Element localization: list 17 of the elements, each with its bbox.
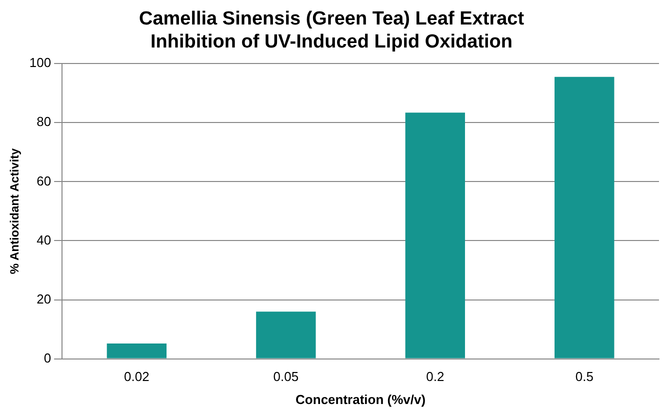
bar xyxy=(256,312,316,358)
x-tick-label: 0.02 xyxy=(124,369,150,384)
y-tick-label: 80 xyxy=(36,114,52,130)
y-axis-title: % Antioxidant Activity xyxy=(8,148,22,274)
y-tick-label: 20 xyxy=(36,291,52,306)
bar xyxy=(106,343,167,358)
x-tick-label: 0.5 xyxy=(575,369,594,384)
chart-title: Camellia Sinensis (Green Tea) Leaf Extract Inhibition of UV-Induced Lipid Oxidation xyxy=(138,8,525,52)
y-tick-label: 40 xyxy=(36,232,52,248)
x-tick-label: 0.2 xyxy=(426,369,444,384)
bar xyxy=(554,76,614,358)
x-tick-label: 0.05 xyxy=(273,369,299,384)
x-axis-title: Concentration (%v/v) xyxy=(296,392,426,407)
y-tick-label: 60 xyxy=(36,173,52,188)
y-tick-label: 0 xyxy=(44,350,52,366)
bar xyxy=(405,112,466,358)
y-tick-label: 100 xyxy=(29,55,52,70)
